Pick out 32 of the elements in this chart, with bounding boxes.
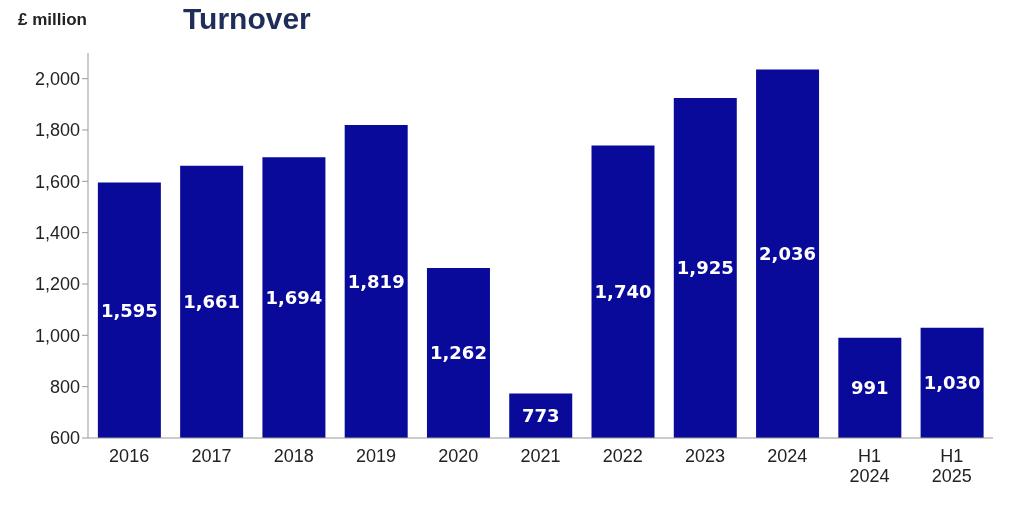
data-label: 1,595 bbox=[100, 299, 158, 321]
x-tick-label: 2020 bbox=[438, 446, 479, 466]
data-label: 1,661 bbox=[183, 291, 241, 313]
chart-title: Turnover bbox=[183, 2, 311, 36]
data-label: 1,262 bbox=[429, 342, 487, 364]
y-tick-label: 1,600 bbox=[34, 171, 80, 192]
y-tick-label: 1,400 bbox=[34, 223, 80, 244]
data-label: 1,819 bbox=[347, 270, 405, 292]
x-tick-label: 2023 bbox=[685, 446, 726, 466]
x-tick-label: 2017 bbox=[191, 446, 232, 466]
data-label: 1,694 bbox=[265, 286, 323, 308]
data-label: 1,030 bbox=[923, 372, 981, 394]
data-label: 773 bbox=[521, 405, 560, 427]
data-label: 1,925 bbox=[676, 257, 734, 279]
y-tick-label: 1,800 bbox=[34, 120, 80, 141]
y-axis-title: £ million bbox=[18, 10, 87, 30]
data-label: 1,740 bbox=[594, 281, 652, 303]
x-tick-label: 2022 bbox=[602, 446, 643, 466]
y-tick-label: 1,200 bbox=[34, 274, 80, 295]
x-tick-label: 2016 bbox=[109, 446, 150, 466]
y-tick-label: 1,000 bbox=[34, 325, 80, 346]
data-label: 991 bbox=[851, 377, 889, 399]
data-label: 2,036 bbox=[759, 243, 817, 265]
x-tick-label: 2019 bbox=[355, 446, 396, 466]
x-tick-label: 2021 bbox=[520, 446, 561, 466]
x-tick-label: 2024 bbox=[767, 446, 808, 466]
x-tick-label: H1 2025 bbox=[931, 446, 972, 486]
x-tick-label: H1 2024 bbox=[849, 446, 890, 486]
y-tick-label: 600 bbox=[49, 428, 80, 449]
y-tick-label: 800 bbox=[49, 377, 80, 398]
y-tick-label: 2,000 bbox=[34, 69, 80, 90]
x-tick-label: 2018 bbox=[273, 446, 314, 466]
